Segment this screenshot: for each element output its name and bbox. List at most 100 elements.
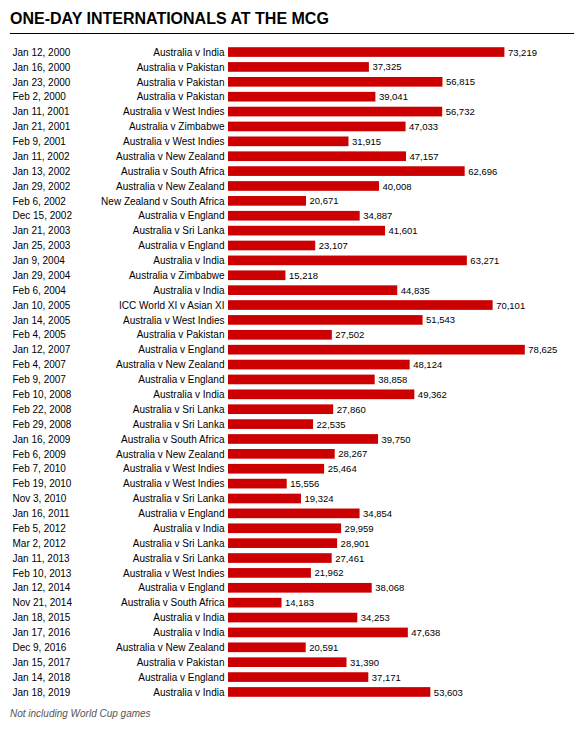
svg-text:27,502: 27,502: [335, 329, 364, 340]
svg-text:51,543: 51,543: [426, 314, 455, 325]
svg-text:20,591: 20,591: [309, 642, 338, 653]
svg-text:15,556: 15,556: [290, 478, 319, 489]
svg-text:37,325: 37,325: [372, 61, 401, 72]
svg-text:Jan 11, 2002: Jan 11, 2002: [13, 151, 71, 162]
svg-text:40,008: 40,008: [383, 181, 412, 192]
svg-text:Australia v England: Australia v England: [138, 582, 224, 593]
svg-text:Australia v England: Australia v England: [138, 344, 224, 355]
svg-text:21,962: 21,962: [314, 567, 343, 578]
svg-text:Australia v West Indies: Australia v West Indies: [123, 568, 225, 579]
svg-text:56,815: 56,815: [446, 76, 475, 87]
svg-text:Australia v Sri Lanka: Australia v Sri Lanka: [133, 419, 225, 430]
svg-text:41,601: 41,601: [389, 225, 418, 236]
svg-text:ICC World XI v Asian XI: ICC World XI v Asian XI: [119, 300, 224, 311]
svg-text:New Zealand v South Africa: New Zealand v South Africa: [101, 196, 225, 207]
svg-text:19,324: 19,324: [304, 493, 333, 504]
svg-text:Australia v New Zealand: Australia v New Zealand: [116, 449, 224, 460]
svg-text:Australia v West Indies: Australia v West Indies: [123, 478, 225, 489]
svg-text:Australia v South Africa: Australia v South Africa: [121, 597, 225, 608]
svg-text:Feb 4, 2005: Feb 4, 2005: [13, 329, 67, 340]
svg-text:Australia v Pakistan: Australia v Pakistan: [137, 329, 225, 340]
svg-text:39,041: 39,041: [379, 91, 408, 102]
svg-text:Feb 5, 2012: Feb 5, 2012: [13, 523, 67, 534]
svg-text:Australia v India: Australia v India: [153, 285, 225, 296]
svg-text:37,171: 37,171: [372, 672, 401, 683]
svg-text:Jan 11, 2001: Jan 11, 2001: [13, 106, 71, 117]
svg-text:Jan 15, 2017: Jan 15, 2017: [13, 657, 71, 668]
svg-text:78,625: 78,625: [528, 344, 557, 355]
svg-text:Australia v Pakistan: Australia v Pakistan: [137, 77, 225, 88]
svg-text:Mar 2, 2012: Mar 2, 2012: [13, 538, 67, 549]
svg-text:49,362: 49,362: [418, 389, 447, 400]
svg-text:14,183: 14,183: [285, 597, 314, 608]
svg-text:28,267: 28,267: [338, 448, 367, 459]
svg-text:53,603: 53,603: [434, 686, 463, 697]
svg-text:Australia v England: Australia v England: [138, 374, 224, 385]
svg-text:Australia v West Indies: Australia v West Indies: [123, 136, 225, 147]
svg-text:Feb 10, 2013: Feb 10, 2013: [13, 568, 72, 579]
svg-text:62,696: 62,696: [468, 166, 497, 177]
svg-text:Jan 13, 2002: Jan 13, 2002: [13, 166, 71, 177]
svg-text:47,638: 47,638: [411, 627, 440, 638]
svg-text:39,750: 39,750: [382, 434, 411, 445]
svg-text:Australia v India: Australia v India: [153, 612, 225, 623]
svg-text:Jan 14, 2018: Jan 14, 2018: [13, 672, 71, 683]
svg-text:Feb 19, 2010: Feb 19, 2010: [13, 478, 72, 489]
svg-text:Jan 18, 2015: Jan 18, 2015: [13, 612, 71, 623]
svg-text:27,461: 27,461: [335, 553, 364, 564]
svg-text:Jan 21, 2003: Jan 21, 2003: [13, 225, 71, 236]
svg-text:25,464: 25,464: [328, 463, 357, 474]
svg-text:Jan 10, 2005: Jan 10, 2005: [13, 300, 71, 311]
svg-text:Feb 2, 2000: Feb 2, 2000: [13, 91, 67, 102]
svg-text:Feb 10, 2008: Feb 10, 2008: [13, 389, 72, 400]
svg-text:Nov 3, 2010: Nov 3, 2010: [13, 493, 67, 504]
svg-text:Australia v India: Australia v India: [153, 627, 225, 638]
svg-text:38,858: 38,858: [378, 374, 407, 385]
svg-text:Feb 29, 2008: Feb 29, 2008: [13, 419, 72, 430]
svg-text:Feb 6, 2004: Feb 6, 2004: [13, 285, 67, 296]
svg-text:Australia v Zimbabwe: Australia v Zimbabwe: [129, 270, 225, 281]
svg-text:Jan 16, 2011: Jan 16, 2011: [13, 508, 71, 519]
svg-text:Jan 29, 2002: Jan 29, 2002: [13, 181, 71, 192]
svg-text:Australia v West Indies: Australia v West Indies: [123, 463, 225, 474]
svg-text:34,253: 34,253: [361, 612, 390, 623]
svg-text:Feb 9, 2001: Feb 9, 2001: [13, 136, 67, 147]
svg-text:27,860: 27,860: [337, 404, 366, 415]
svg-text:Jan 21, 2001: Jan 21, 2001: [13, 121, 71, 132]
svg-text:Australia v Zimbabwe: Australia v Zimbabwe: [129, 121, 225, 132]
svg-text:Jan 12, 2014: Jan 12, 2014: [13, 582, 71, 593]
svg-text:Australia v New Zealand: Australia v New Zealand: [116, 151, 224, 162]
svg-text:Feb 6, 2009: Feb 6, 2009: [13, 449, 67, 460]
svg-text:Feb 4, 2007: Feb 4, 2007: [13, 359, 67, 370]
svg-text:Australia v South Africa: Australia v South Africa: [121, 434, 225, 445]
svg-text:34,887: 34,887: [363, 210, 392, 221]
svg-text:Feb 6, 2002: Feb 6, 2002: [13, 196, 67, 207]
svg-text:Australia v Pakistan: Australia v Pakistan: [137, 62, 225, 73]
svg-text:Australia v England: Australia v England: [138, 210, 224, 221]
svg-text:Australia v India: Australia v India: [153, 523, 225, 534]
svg-text:Australia v West Indies: Australia v West Indies: [123, 106, 225, 117]
svg-text:Dec 9, 2016: Dec 9, 2016: [13, 642, 67, 653]
svg-text:47,157: 47,157: [410, 151, 439, 162]
svg-text:Feb 7, 2010: Feb 7, 2010: [13, 463, 67, 474]
svg-text:Jan 12, 2007: Jan 12, 2007: [13, 344, 71, 355]
svg-text:Australia v Sri Lanka: Australia v Sri Lanka: [133, 225, 225, 236]
svg-text:Feb 9, 2007: Feb 9, 2007: [13, 374, 67, 385]
svg-text:Australia v New Zealand: Australia v New Zealand: [116, 642, 224, 653]
svg-text:Australia v India: Australia v India: [153, 687, 225, 698]
svg-text:Jan 18, 2019: Jan 18, 2019: [13, 687, 71, 698]
svg-text:48,124: 48,124: [413, 359, 442, 370]
svg-text:Jan 16, 2009: Jan 16, 2009: [13, 434, 71, 445]
svg-text:Australia v Sri Lanka: Australia v Sri Lanka: [133, 404, 225, 415]
svg-text:Australia v England: Australia v England: [138, 672, 224, 683]
svg-text:70,101: 70,101: [496, 300, 525, 311]
svg-text:Jan 17, 2016: Jan 17, 2016: [13, 627, 71, 638]
svg-text:Australia v New Zealand: Australia v New Zealand: [116, 181, 224, 192]
svg-text:Australia v Pakistan: Australia v Pakistan: [137, 91, 225, 102]
svg-text:Jan 16, 2000: Jan 16, 2000: [13, 62, 71, 73]
svg-text:23,107: 23,107: [319, 240, 348, 251]
svg-text:28,901: 28,901: [341, 538, 370, 549]
svg-text:Australia v India: Australia v India: [153, 255, 225, 266]
svg-text:15,218: 15,218: [289, 270, 318, 281]
svg-text:Feb 22, 2008: Feb 22, 2008: [13, 404, 72, 415]
